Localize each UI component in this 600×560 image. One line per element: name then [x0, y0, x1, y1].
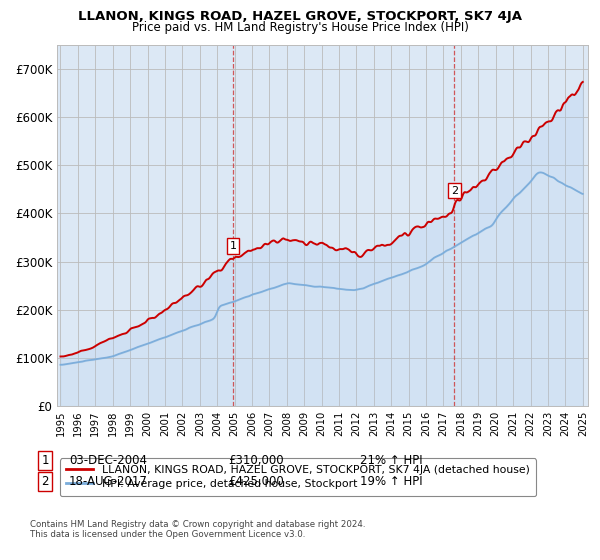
Text: 2: 2: [41, 475, 49, 488]
Text: 1: 1: [230, 241, 236, 251]
Text: £310,000: £310,000: [228, 454, 284, 467]
Text: 18-AUG-2017: 18-AUG-2017: [69, 475, 148, 488]
Text: LLANON, KINGS ROAD, HAZEL GROVE, STOCKPORT, SK7 4JA: LLANON, KINGS ROAD, HAZEL GROVE, STOCKPO…: [78, 10, 522, 23]
Text: Price paid vs. HM Land Registry's House Price Index (HPI): Price paid vs. HM Land Registry's House …: [131, 21, 469, 34]
Text: £425,000: £425,000: [228, 475, 284, 488]
Text: 2: 2: [451, 185, 458, 195]
Text: 19% ↑ HPI: 19% ↑ HPI: [360, 475, 422, 488]
Text: 03-DEC-2004: 03-DEC-2004: [69, 454, 147, 467]
Legend: LLANON, KINGS ROAD, HAZEL GROVE, STOCKPORT, SK7 4JA (detached house), HPI: Avera: LLANON, KINGS ROAD, HAZEL GROVE, STOCKPO…: [60, 459, 536, 496]
Text: 1: 1: [41, 454, 49, 467]
Text: Contains HM Land Registry data © Crown copyright and database right 2024.
This d: Contains HM Land Registry data © Crown c…: [30, 520, 365, 539]
Text: 21% ↑ HPI: 21% ↑ HPI: [360, 454, 422, 467]
